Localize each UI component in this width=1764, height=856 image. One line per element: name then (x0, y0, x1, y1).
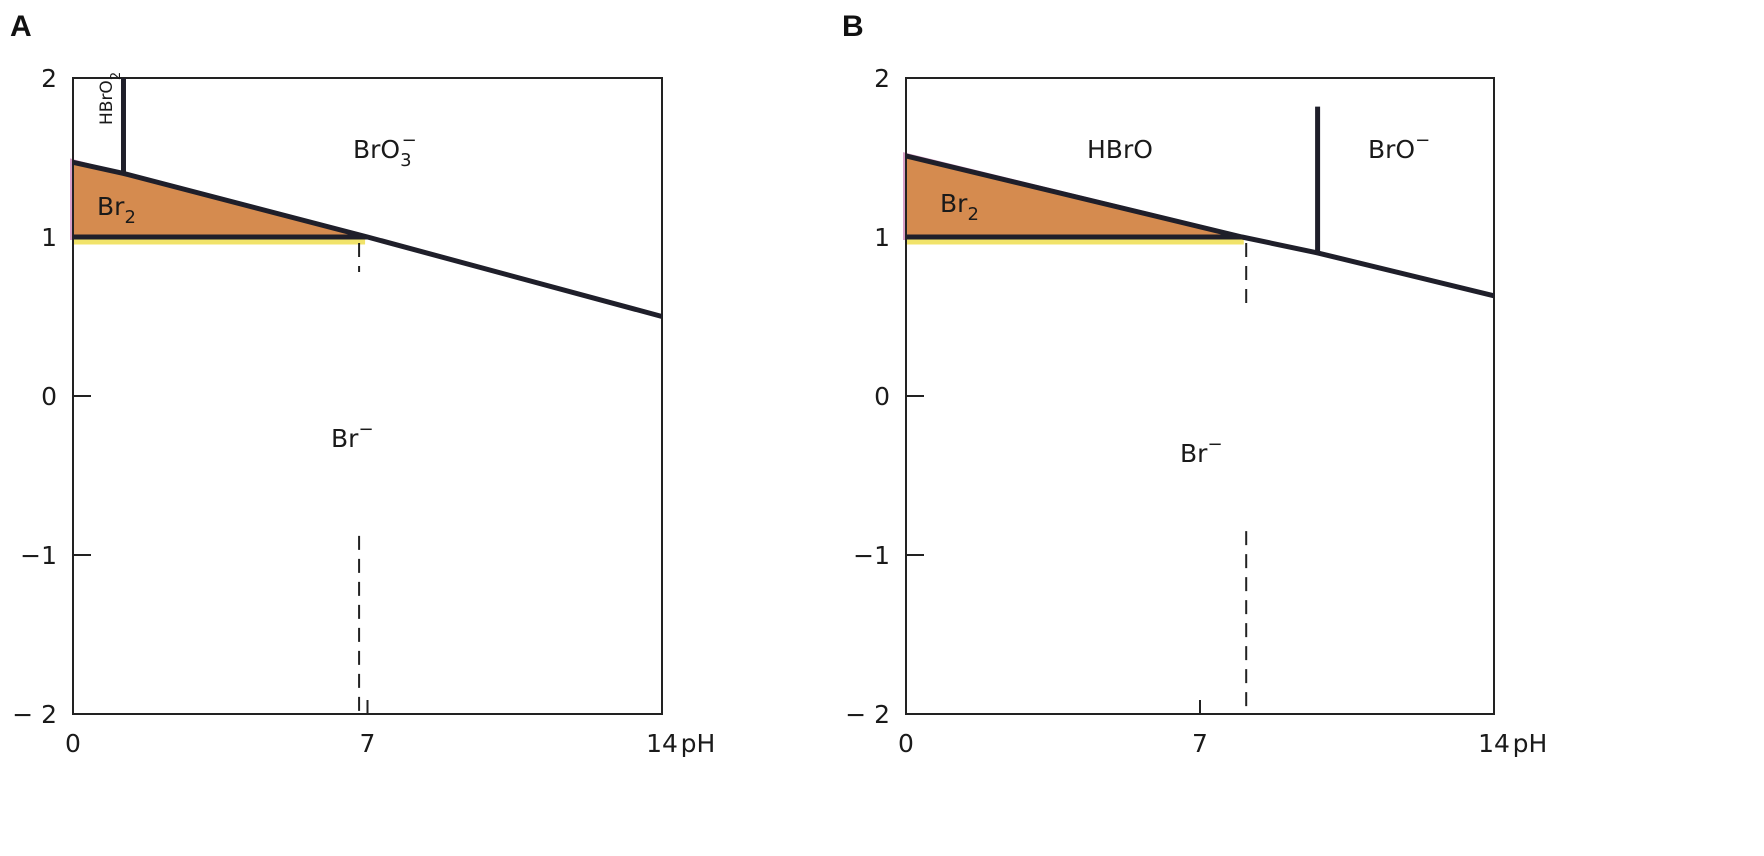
y-tick-label: −1 (853, 541, 890, 570)
species-label: Br2 (97, 192, 136, 228)
species-label: BrO− (1368, 130, 1430, 164)
y-tick-label: 2 (41, 64, 57, 93)
boundary-upper (905, 153, 1495, 299)
y-tick-label: 1 (41, 223, 57, 252)
species-label: BrO3− (353, 130, 417, 171)
x-axis-label: pH (1513, 729, 1548, 758)
x-tick-label: 7 (360, 729, 376, 758)
x-tick-label: 7 (1192, 729, 1208, 758)
species-label: Br− (1180, 434, 1223, 468)
species-label: HBrO (1087, 135, 1153, 164)
panel-letter: A (10, 10, 32, 43)
panel-letter: B (842, 10, 864, 43)
species-label: Br− (331, 419, 374, 453)
y-tick-label: − 2 (845, 700, 890, 729)
plot-frame (72, 77, 663, 715)
y-tick-label: −1 (20, 541, 57, 570)
x-tick-label: 0 (65, 729, 81, 758)
x-tick-label: 14 (646, 729, 678, 758)
y-tick-label: 0 (874, 382, 890, 411)
y-tick-label: 0 (41, 382, 57, 411)
chart-panel-A: A2 1 0 −1 − 2 0 7 14 pH HBrO2 BrO3− Br2 Br− (10, 10, 715, 758)
species-label: Br2 (940, 189, 979, 225)
plot-frame (905, 77, 1495, 715)
chart-panel-B: B2 1 0 −1 − 2 0 7 14 pH HBrO BrO− Br2 Br− (842, 10, 1547, 758)
y-tick-label: 1 (874, 223, 890, 252)
y-tick-label: − 2 (12, 700, 57, 729)
x-tick-label: 0 (898, 729, 914, 758)
species-label: HBrO2 (97, 72, 124, 125)
x-axis-label: pH (681, 729, 716, 758)
x-tick-label: 14 (1478, 729, 1510, 758)
y-tick-label: 2 (874, 64, 890, 93)
boundary-upper (72, 159, 663, 319)
